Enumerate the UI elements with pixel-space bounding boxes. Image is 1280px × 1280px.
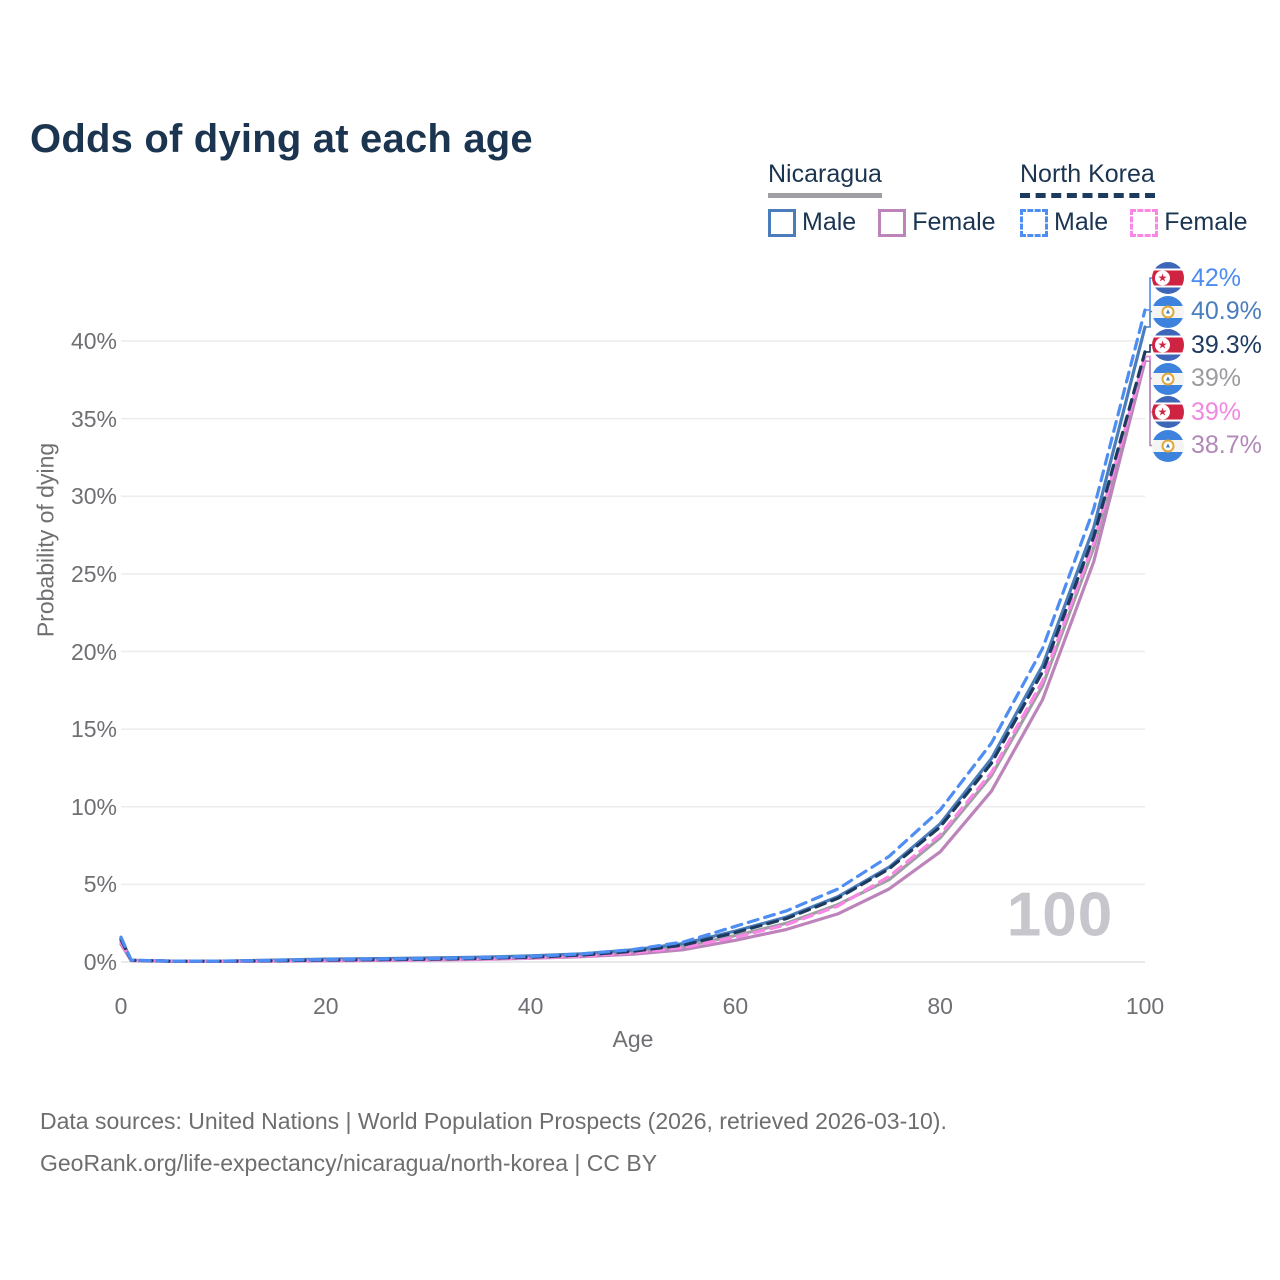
end-label-nicaragua-female: 38.7%: [1152, 429, 1262, 462]
legend-header-north-korea[interactable]: North Korea: [1020, 160, 1155, 198]
y-tick-label: 10%: [70, 793, 117, 820]
end-label-value: 39.3%: [1191, 330, 1262, 359]
legend-group-north-korea: North Korea Male Female: [1020, 160, 1270, 237]
end-label-north-korea-total: 39.3%: [1152, 329, 1262, 362]
series-line-nic_total[interactable]: [119, 354, 1147, 963]
legend-swatch-north-korea-female-icon[interactable]: [1130, 208, 1159, 237]
end-label-north-korea-female: 39%: [1152, 396, 1241, 429]
series-line-nk_female[interactable]: [119, 354, 1147, 963]
north-korea-flag-icon: [1152, 329, 1184, 361]
nicaragua-flag-icon: [1152, 362, 1184, 395]
series-line-nic_male[interactable]: [119, 325, 1147, 963]
legend-label-nicaragua-female[interactable]: Female: [912, 208, 996, 236]
north-korea-flag-icon: [1152, 262, 1184, 294]
x-tick-label: 0: [114, 993, 128, 1019]
legend-swatch-nicaragua-female-icon[interactable]: [878, 208, 907, 237]
y-tick-label: 0%: [83, 949, 117, 975]
end-label-north-korea-male: 42%: [1152, 262, 1241, 295]
x-tick-label: 80: [927, 993, 953, 1019]
series-line-nk_total[interactable]: [119, 350, 1147, 963]
legend-header-nicaragua[interactable]: Nicaragua: [768, 160, 882, 198]
end-label-value: 40.9%: [1191, 297, 1262, 325]
y-axis-title: Probability of dying: [32, 442, 59, 638]
end-label-value: 39%: [1191, 397, 1242, 426]
legend-group-nicaragua: Nicaragua Male Female: [768, 160, 1018, 237]
x-tick-label: 60: [722, 993, 749, 1019]
end-label-nicaragua-male: 40.9%: [1152, 295, 1262, 328]
x-tick-label: 20: [313, 993, 339, 1019]
attribution-link[interactable]: GeoRank.org/life-expectancy/nicaragua/no…: [40, 1150, 658, 1176]
page-title: Odds of dying at each age: [30, 116, 533, 161]
y-tick-label: 5%: [83, 871, 117, 898]
hover-age-watermark: 100: [1006, 880, 1114, 950]
nicaragua-flag-icon: [1152, 429, 1184, 462]
data-source-note: Data sources: United Nations | World Pop…: [40, 1108, 947, 1134]
end-label-value: 42%: [1191, 263, 1242, 292]
north-korea-flag-icon: [1152, 396, 1184, 428]
x-tick-label: 40: [517, 993, 544, 1019]
x-axis-title: Age: [612, 1026, 654, 1052]
legend-label-north-korea-female[interactable]: Female: [1164, 208, 1248, 236]
y-tick-label: 25%: [70, 560, 117, 587]
y-tick-label: 30%: [70, 483, 117, 510]
legend-label-nicaragua-male[interactable]: Male: [802, 208, 857, 236]
x-tick-label: 100: [1125, 993, 1165, 1019]
y-tick-label: 20%: [70, 638, 117, 665]
end-label-nicaragua-total: 39%: [1152, 362, 1241, 395]
legend-swatch-north-korea-male-icon[interactable]: [1020, 208, 1048, 237]
legend-label-north-korea-male[interactable]: Male: [1054, 208, 1109, 236]
series-line-nic_female[interactable]: [119, 359, 1147, 963]
end-label-value: 39%: [1191, 364, 1242, 392]
nicaragua-flag-icon: [1152, 295, 1184, 328]
legend-swatch-nicaragua-male-icon[interactable]: [768, 208, 796, 237]
end-label-value: 38.7%: [1191, 431, 1262, 459]
y-tick-label: 35%: [70, 405, 117, 432]
y-tick-label: 40%: [70, 328, 117, 354]
y-tick-label: 15%: [70, 716, 117, 743]
series-line-nk_male[interactable]: [119, 308, 1147, 963]
